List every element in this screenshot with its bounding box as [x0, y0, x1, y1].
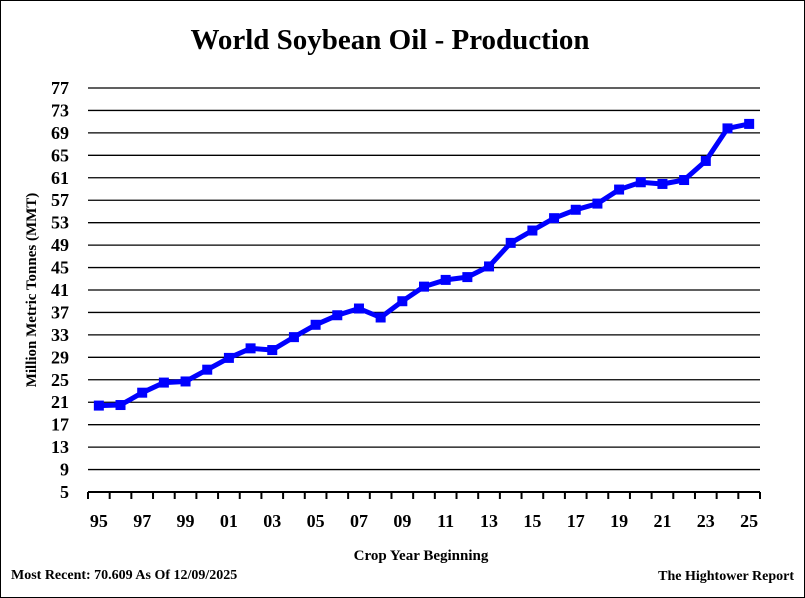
x-tick-label: 07: [350, 511, 368, 531]
y-tick-label: 9: [60, 460, 69, 480]
data-point: [592, 198, 603, 209]
x-tick-label: 23: [697, 511, 715, 531]
data-point: [527, 225, 538, 236]
data-point: [223, 352, 234, 363]
data-point: [505, 237, 516, 248]
data-point: [332, 310, 343, 321]
x-tick-label: 01: [220, 511, 238, 531]
x-tick-label: 95: [90, 511, 108, 531]
y-tick-label: 37: [51, 302, 69, 322]
data-point: [397, 296, 408, 307]
x-tick-label: 11: [437, 511, 454, 531]
data-point: [679, 175, 690, 186]
y-tick-label: 25: [51, 370, 69, 390]
y-tick-label: 73: [51, 100, 69, 120]
x-tick-label: 19: [610, 511, 628, 531]
data-point: [614, 184, 625, 195]
x-axis: [87, 491, 761, 499]
y-tick-label: 53: [51, 213, 69, 233]
data-point: [310, 319, 321, 330]
data-point: [375, 312, 386, 323]
data-point: [484, 261, 495, 272]
grid-lines: [88, 87, 760, 471]
y-tick-label: 65: [51, 145, 69, 165]
data-point: [549, 213, 560, 224]
x-axis-label: Crop Year Beginning: [354, 548, 489, 564]
data-point: [657, 178, 668, 189]
most-recent-note: Most Recent: 70.609 As Of 12/09/2025: [11, 568, 237, 583]
series-line: [98, 121, 750, 409]
data-point: [462, 272, 473, 283]
y-tick-label: 17: [51, 415, 69, 435]
y-tick-label: 77: [51, 78, 69, 98]
y-tick-label: 61: [51, 168, 69, 188]
x-tick-label: 21: [653, 511, 671, 531]
data-point: [245, 343, 256, 354]
y-tick-label: 57: [51, 190, 69, 210]
data-point: [93, 400, 104, 411]
data-point: [180, 376, 191, 387]
x-tick-label: 17: [567, 511, 585, 531]
data-point: [700, 155, 711, 166]
data-series: [93, 118, 755, 411]
x-tick-label: 09: [393, 511, 411, 531]
data-point: [419, 281, 429, 292]
data-point: [635, 177, 646, 188]
data-point: [288, 332, 299, 343]
data-point: [137, 387, 148, 398]
y-axis-label: Million Metric Tonnes (MMT): [24, 193, 40, 388]
x-tick-label: 15: [523, 511, 541, 531]
x-tick-label: 03: [263, 511, 281, 531]
x-tick-label: 25: [740, 511, 758, 531]
y-tick-label: 41: [51, 280, 69, 300]
y-tick-label: 49: [51, 235, 69, 255]
source-credit: The Hightower Report: [658, 569, 794, 584]
data-point: [744, 118, 755, 129]
x-tick-labels: 95 97 99 01 03 05 07 09 11 13 15 17 19 21 23 25: [90, 511, 758, 531]
y-tick-label: 21: [51, 392, 69, 412]
data-point: [722, 123, 733, 134]
y-tick-label: 29: [51, 347, 69, 367]
y-tick-label: 5: [60, 482, 69, 502]
data-point: [158, 377, 169, 388]
data-point: [202, 364, 213, 375]
data-point: [115, 400, 126, 411]
x-tick-label: 13: [480, 511, 498, 531]
y-tick-label: 33: [51, 325, 69, 345]
data-point: [440, 274, 451, 285]
y-tick-label: 45: [51, 258, 69, 278]
data-point: [570, 204, 581, 215]
y-tick-label: 13: [51, 437, 69, 457]
y-tick-label: 69: [51, 123, 69, 143]
x-tick-label: 97: [133, 511, 151, 531]
x-tick-label: 99: [177, 511, 195, 531]
x-tick-label: 05: [307, 511, 325, 531]
chart-title: World Soybean Oil - Production: [190, 24, 589, 56]
data-point: [353, 303, 364, 314]
data-point: [267, 345, 278, 356]
